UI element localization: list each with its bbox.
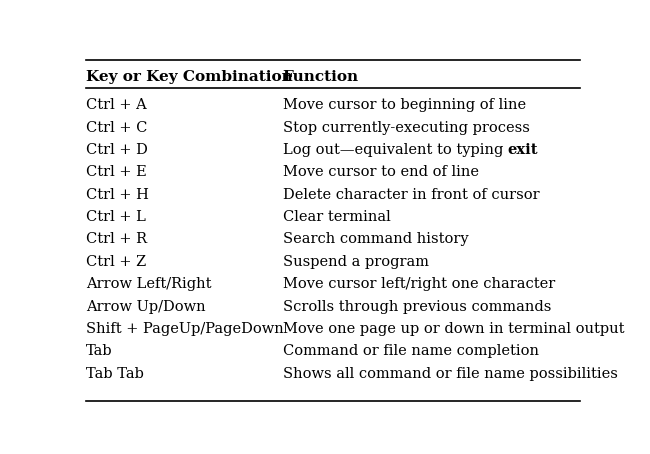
- Text: Ctrl + Z: Ctrl + Z: [86, 255, 146, 269]
- Text: Arrow Up/Down: Arrow Up/Down: [86, 300, 206, 314]
- Text: Command or file name completion: Command or file name completion: [283, 344, 539, 358]
- Text: Search command history: Search command history: [283, 232, 469, 247]
- Text: Ctrl + R: Ctrl + R: [86, 232, 148, 247]
- Text: Arrow Left/Right: Arrow Left/Right: [86, 277, 212, 291]
- Text: Move cursor left/right one character: Move cursor left/right one character: [283, 277, 555, 291]
- Text: Key or Key Combination: Key or Key Combination: [86, 70, 293, 84]
- Text: Suspend a program: Suspend a program: [283, 255, 429, 269]
- Text: Ctrl + D: Ctrl + D: [86, 143, 148, 157]
- Text: exit: exit: [508, 143, 538, 157]
- Text: Ctrl + H: Ctrl + H: [86, 188, 149, 202]
- Text: Ctrl + L: Ctrl + L: [86, 210, 146, 224]
- Text: Function: Function: [283, 70, 359, 84]
- Text: Ctrl + A: Ctrl + A: [86, 98, 147, 112]
- Text: Move cursor to end of line: Move cursor to end of line: [283, 165, 479, 179]
- Text: Tab: Tab: [86, 344, 113, 358]
- Text: Stop currently-executing process: Stop currently-executing process: [283, 121, 530, 134]
- Text: Log out—equivalent to typing: Log out—equivalent to typing: [283, 143, 508, 157]
- Text: Ctrl + C: Ctrl + C: [86, 121, 148, 134]
- Text: Delete character in front of cursor: Delete character in front of cursor: [283, 188, 540, 202]
- Text: Shows all command or file name possibilities: Shows all command or file name possibili…: [283, 367, 618, 380]
- Text: Ctrl + E: Ctrl + E: [86, 165, 147, 179]
- Text: Shift + PageUp/PageDown: Shift + PageUp/PageDown: [86, 322, 284, 336]
- Text: Clear terminal: Clear terminal: [283, 210, 391, 224]
- Text: Scrolls through previous commands: Scrolls through previous commands: [283, 300, 551, 314]
- Text: Move one page up or down in terminal output: Move one page up or down in terminal out…: [283, 322, 624, 336]
- Text: Tab Tab: Tab Tab: [86, 367, 144, 380]
- Text: Move cursor to beginning of line: Move cursor to beginning of line: [283, 98, 526, 112]
